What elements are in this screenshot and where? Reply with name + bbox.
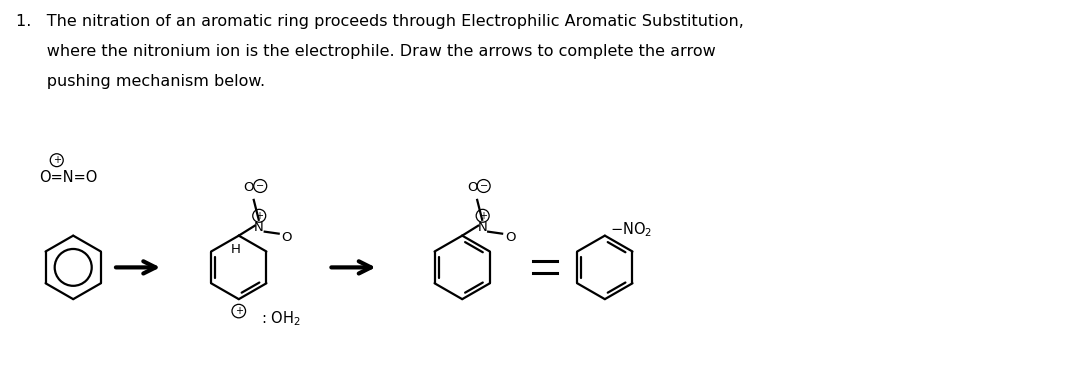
Text: 1.   The nitration of an aromatic ring proceeds through Electrophilic Aromatic S: 1. The nitration of an aromatic ring pro… <box>16 14 745 29</box>
Text: where the nitronium ion is the electrophile. Draw the arrows to complete the arr: where the nitronium ion is the electroph… <box>16 44 716 59</box>
Text: N: N <box>253 221 263 234</box>
Text: +: + <box>256 211 263 221</box>
Text: +: + <box>478 211 487 221</box>
Text: $-$NO$_2$: $-$NO$_2$ <box>609 220 652 239</box>
Text: −: − <box>257 181 264 191</box>
Text: N: N <box>477 221 487 234</box>
Text: O: O <box>244 181 254 194</box>
Text: H: H <box>230 242 240 256</box>
Text: O: O <box>506 231 515 244</box>
Text: pushing mechanism below.: pushing mechanism below. <box>16 74 265 89</box>
Text: −: − <box>479 181 488 191</box>
Text: +: + <box>235 306 242 316</box>
Text: O: O <box>467 181 477 194</box>
Text: O: O <box>282 231 293 244</box>
Text: : OH$_2$: : OH$_2$ <box>261 310 300 328</box>
Text: +: + <box>52 155 61 165</box>
Text: O=N=O: O=N=O <box>39 170 97 185</box>
